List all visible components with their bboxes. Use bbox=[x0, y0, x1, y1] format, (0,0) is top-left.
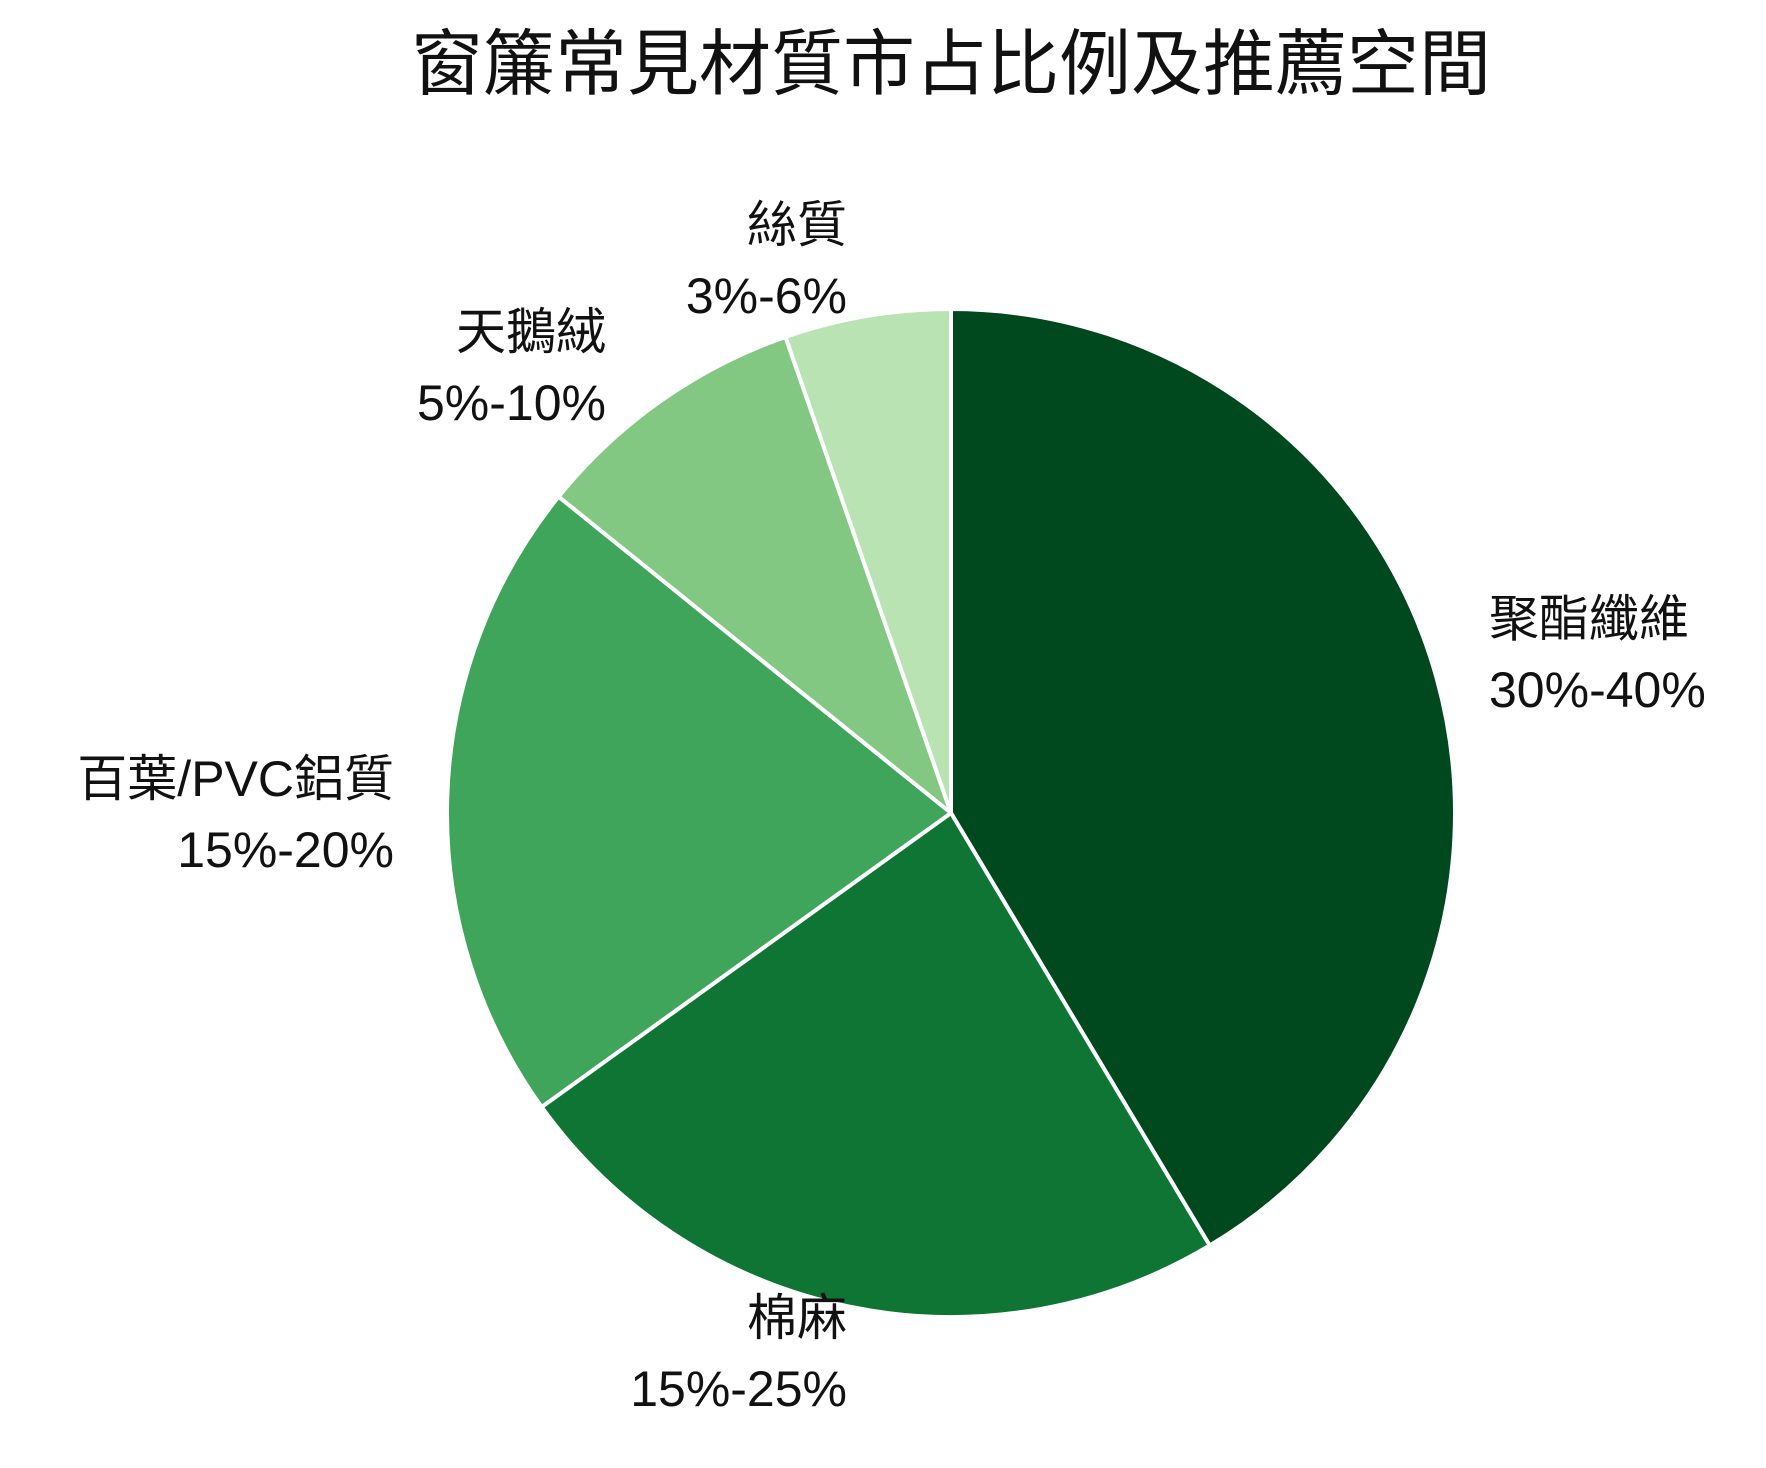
chart-title: 窗簾常見材質市占比例及推薦空間 bbox=[411, 25, 1491, 105]
slice-label: 聚酯纖維 bbox=[1489, 591, 1689, 647]
pie-slice bbox=[949, 307, 1457, 1248]
slice-label: 棉麻 bbox=[747, 1290, 847, 1346]
slice-label: 天鵝絨 bbox=[456, 304, 606, 360]
slice-value-label: 3%-6% bbox=[686, 268, 847, 324]
slice-label: 百葉/PVC鋁質 bbox=[77, 751, 394, 807]
pie bbox=[445, 307, 1457, 1319]
pie-slice bbox=[445, 494, 953, 1109]
labels: 聚酯纖維 30%-40% 棉麻 15%-25% 百葉/PVC鋁質 15%-20% 天鵝絨 5%… bbox=[77, 197, 1706, 1417]
pie-slice bbox=[539, 811, 1212, 1319]
slice-value-label: 15%-20% bbox=[177, 822, 394, 878]
slice-label: 絲質 bbox=[747, 197, 847, 253]
slice-value-label: 30%-40% bbox=[1489, 662, 1706, 718]
pie-slice bbox=[556, 334, 953, 815]
slice-value-label: 5%-10% bbox=[417, 375, 606, 431]
slice-value-label: 15%-25% bbox=[630, 1361, 847, 1417]
pie-slice bbox=[783, 307, 953, 815]
